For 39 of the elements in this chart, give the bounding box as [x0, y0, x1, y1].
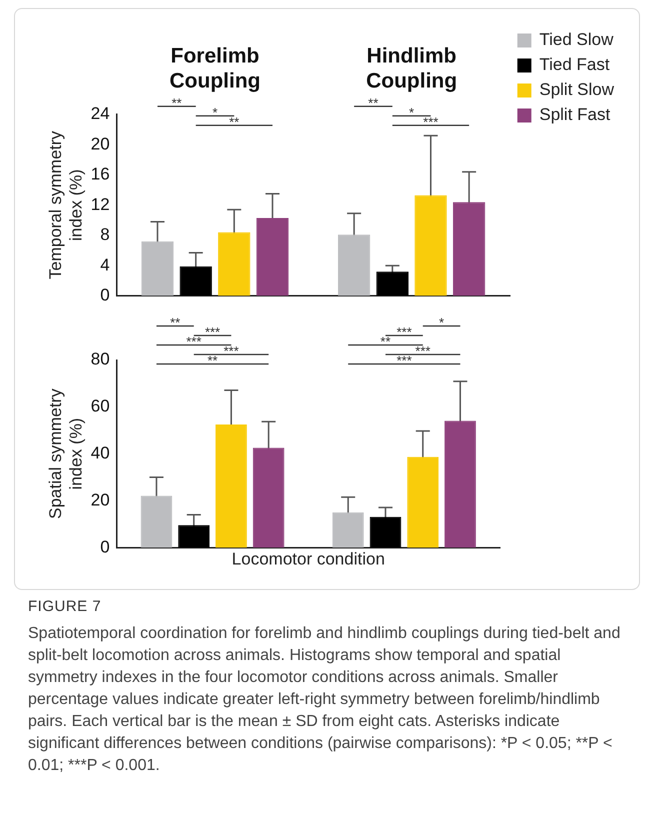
x-tick-label: Hindlimb Coupling	[366, 44, 458, 93]
text: ***	[204, 324, 220, 340]
legend-label: Split Slow	[539, 80, 615, 100]
y-tick-label: 80	[90, 350, 110, 369]
legend-label: Tied Fast	[539, 55, 610, 74]
y-tick-label: 0	[100, 285, 110, 304]
legend-label: Split Fast	[539, 105, 610, 124]
y-tick-label: 24	[90, 104, 110, 124]
caption: FIGURE 7	[28, 598, 102, 615]
text: **	[368, 95, 378, 110]
annotation: **	[207, 353, 218, 368]
text: *	[439, 315, 444, 330]
annotation: *	[409, 104, 414, 120]
text: **	[380, 334, 391, 349]
legend-label: Tied Slow	[539, 30, 614, 50]
y-tick-label: 0	[100, 537, 110, 556]
annotation: ***	[423, 114, 438, 130]
annotation: **	[229, 114, 240, 130]
text: ***	[415, 344, 430, 358]
y-axis-title: Spatial symmetry index (%)	[46, 388, 86, 519]
y-tick-label: 4	[100, 255, 110, 274]
annotation: *	[212, 104, 218, 120]
text: ***	[186, 334, 202, 349]
x-tick-label: Forelimb Coupling	[170, 44, 260, 93]
y-tick-label: 20	[90, 490, 110, 510]
x-axis-title: Locomotor condition	[232, 549, 385, 568]
y-tick-label: 12	[90, 194, 110, 214]
text: ***	[396, 324, 412, 340]
text: Spatiotemporal coordination for forelimb and hindlimb couplings during tied-belt and split-belt locomotion across animals. Histograms show temporal and spatial symmetry indexes in the four locomotor conditions across animals. Smaller percentage values indicate greater left-right symmetry between forelimb/hindlimb pairs. Each vertical bar is the mean ± SD from eight cats. Asterisks indicate significant differences between conditions (pairwise comparisons): *P < 0.05; **P < 0.01; ***P < 0.001.	[28, 625, 620, 774]
text: **	[172, 95, 182, 110]
annotation: ***	[396, 353, 412, 368]
y-tick-label: 40	[90, 443, 110, 462]
y-axis-title: Temporal symmetry index (%)	[46, 130, 86, 280]
y-tick-label: 60	[90, 396, 110, 416]
y-tick-label: 16	[90, 164, 110, 184]
y-tick-label: 20	[90, 134, 110, 154]
y-tick-label: 8	[100, 225, 110, 244]
text: **	[170, 315, 180, 330]
text: ***	[224, 344, 239, 358]
